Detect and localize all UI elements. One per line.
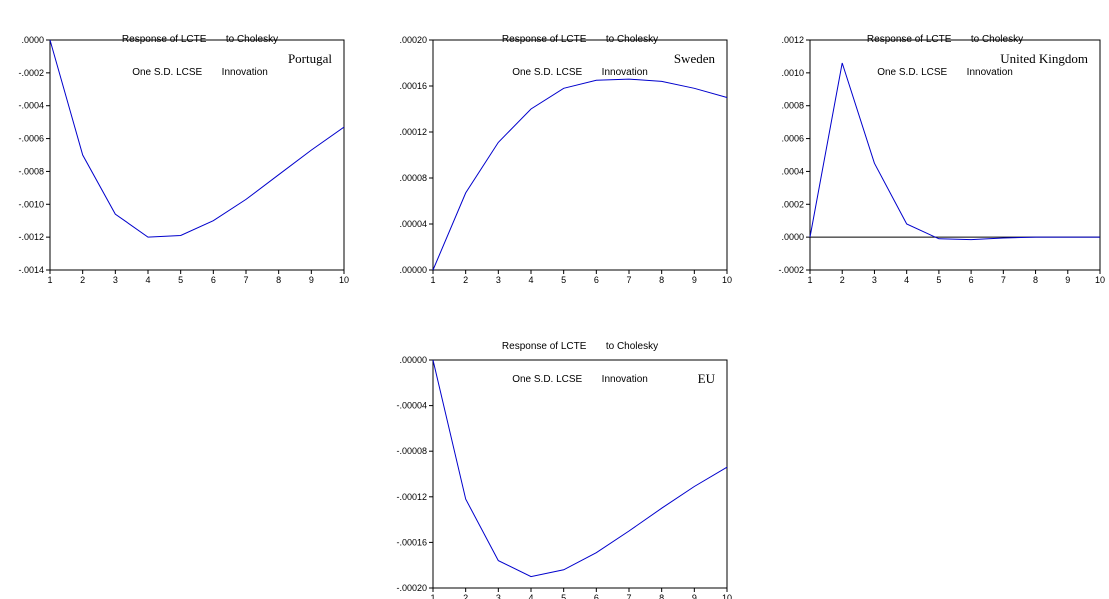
- y-tick-label: -.00020: [396, 583, 427, 593]
- x-tick-label: 8: [659, 593, 664, 599]
- x-tick-label: 4: [145, 275, 150, 285]
- x-tick-label: 7: [1001, 275, 1006, 285]
- x-tick-label: 4: [904, 275, 909, 285]
- y-tick-label: .00012: [399, 127, 427, 137]
- x-tick-label: 6: [594, 275, 599, 285]
- y-tick-label: .0004: [781, 166, 804, 176]
- x-tick-label: 1: [47, 275, 52, 285]
- y-tick-label: .0002: [781, 199, 804, 209]
- y-tick-label: -.00004: [396, 401, 427, 411]
- x-tick-label: 9: [692, 593, 697, 599]
- x-tick-label: 1: [430, 275, 435, 285]
- x-tick-label: 10: [1095, 275, 1105, 285]
- x-tick-label: 10: [722, 275, 732, 285]
- x-tick-label: 3: [496, 593, 501, 599]
- x-tick-label: 7: [243, 275, 248, 285]
- y-tick-label: .0000: [21, 35, 44, 45]
- y-tick-label: .0010: [781, 68, 804, 78]
- y-tick-label: -.0014: [18, 265, 44, 275]
- plot-frame: [432, 39, 728, 271]
- x-tick-label: 2: [80, 275, 85, 285]
- x-tick-label: 5: [561, 275, 566, 285]
- x-tick-label: 3: [113, 275, 118, 285]
- x-tick-label: 6: [594, 593, 599, 599]
- x-tick-label: 4: [528, 275, 533, 285]
- plot-frame: [49, 39, 345, 271]
- x-tick-label: 5: [936, 275, 941, 285]
- y-tick-label: .0006: [781, 134, 804, 144]
- chart-plot: .0012 .0010 .0008 .0006 .0004 .0002 .0000 -.000…: [778, 35, 1105, 285]
- x-tick-label: 2: [840, 275, 845, 285]
- chart-panel-portugal: Response of LCTE to Cholesky One S.D. LC…: [0, 0, 360, 300]
- chart-title-line-2: One S.D. LCSE Innovation: [132, 67, 268, 78]
- series-line: [432, 359, 728, 578]
- chart-title-line-2: One S.D. LCSE Innovation: [512, 374, 648, 385]
- y-tick-label: -.00012: [396, 492, 427, 502]
- series-line: [49, 39, 345, 238]
- x-tick-label: 8: [1033, 275, 1038, 285]
- country-label: Portugal: [288, 51, 332, 66]
- chart-panel-eu: Response of LCTE to Cholesky One S.D. LC…: [370, 308, 740, 599]
- x-tick-label: 7: [626, 593, 631, 599]
- x-tick-label: 8: [659, 275, 664, 285]
- y-tick-label: -.0006: [18, 134, 44, 144]
- series-line: [809, 62, 1100, 241]
- country-label: Sweden: [674, 51, 716, 66]
- x-tick-label: 1: [430, 593, 435, 599]
- y-tick-label: .00000: [399, 355, 427, 365]
- chart-plot: .00000 -.00004 -.00008 -.00012 -.00016 -.0002…: [396, 355, 732, 599]
- y-tick-label: -.0002: [778, 265, 804, 275]
- x-tick-label: 2: [463, 593, 468, 599]
- x-tick-label: 6: [211, 275, 216, 285]
- y-tick-label: .0000: [781, 232, 804, 242]
- x-tick-label: 1: [807, 275, 812, 285]
- x-tick-label: 8: [276, 275, 281, 285]
- chart-panel-united-kingdom: Response of LCTE to Cholesky One S.D. LC…: [750, 0, 1109, 300]
- y-tick-label: -.0002: [18, 68, 44, 78]
- y-tick-label: -.0010: [18, 199, 44, 209]
- x-tick-label: 5: [561, 593, 566, 599]
- plot-frame: [432, 359, 728, 589]
- y-tick-label: .00008: [399, 173, 427, 183]
- x-tick-label: 2: [463, 275, 468, 285]
- y-tick-label: .00004: [399, 219, 427, 229]
- x-tick-label: 6: [969, 275, 974, 285]
- x-tick-label: 9: [309, 275, 314, 285]
- chart-plot: .0000 -.0002 -.0004 -.0006 -.0008 -.0010 -.001…: [18, 35, 349, 285]
- y-tick-label: -.0004: [18, 101, 44, 111]
- chart-title-line-1: Response of LCTE to Cholesky: [501, 341, 659, 352]
- plot-frame: [809, 39, 1101, 271]
- y-tick-label: .00000: [399, 265, 427, 275]
- y-tick-label: .0012: [781, 35, 804, 45]
- y-tick-label: .00016: [399, 81, 427, 91]
- chart-title-line-2: One S.D. LCSE Innovation: [512, 67, 648, 78]
- x-tick-label: 10: [339, 275, 349, 285]
- x-tick-label: 10: [722, 593, 732, 599]
- y-tick-label: -.00008: [396, 446, 427, 456]
- y-tick-label: -.0012: [18, 232, 44, 242]
- x-tick-label: 7: [626, 275, 631, 285]
- chart-title: Response of LCTE to Cholesky One S.D. LC…: [430, 319, 730, 407]
- y-tick-label: .0008: [781, 101, 804, 111]
- x-tick-label: 9: [692, 275, 697, 285]
- country-label: United Kingdom: [1000, 51, 1088, 66]
- x-tick-label: 5: [178, 275, 183, 285]
- chart-panel-sweden: Response of LCTE to Cholesky One S.D. LC…: [370, 0, 740, 300]
- y-tick-label: -.0008: [18, 166, 44, 176]
- x-tick-label: 3: [496, 275, 501, 285]
- x-tick-label: 4: [528, 593, 533, 599]
- y-tick-label: -.00016: [396, 537, 427, 547]
- x-tick-label: 9: [1065, 275, 1070, 285]
- chart-title-line-2: One S.D. LCSE Innovation: [877, 67, 1013, 78]
- x-tick-label: 3: [872, 275, 877, 285]
- series-line: [432, 78, 728, 271]
- y-tick-label: .00020: [399, 35, 427, 45]
- country-label: EU: [698, 371, 716, 386]
